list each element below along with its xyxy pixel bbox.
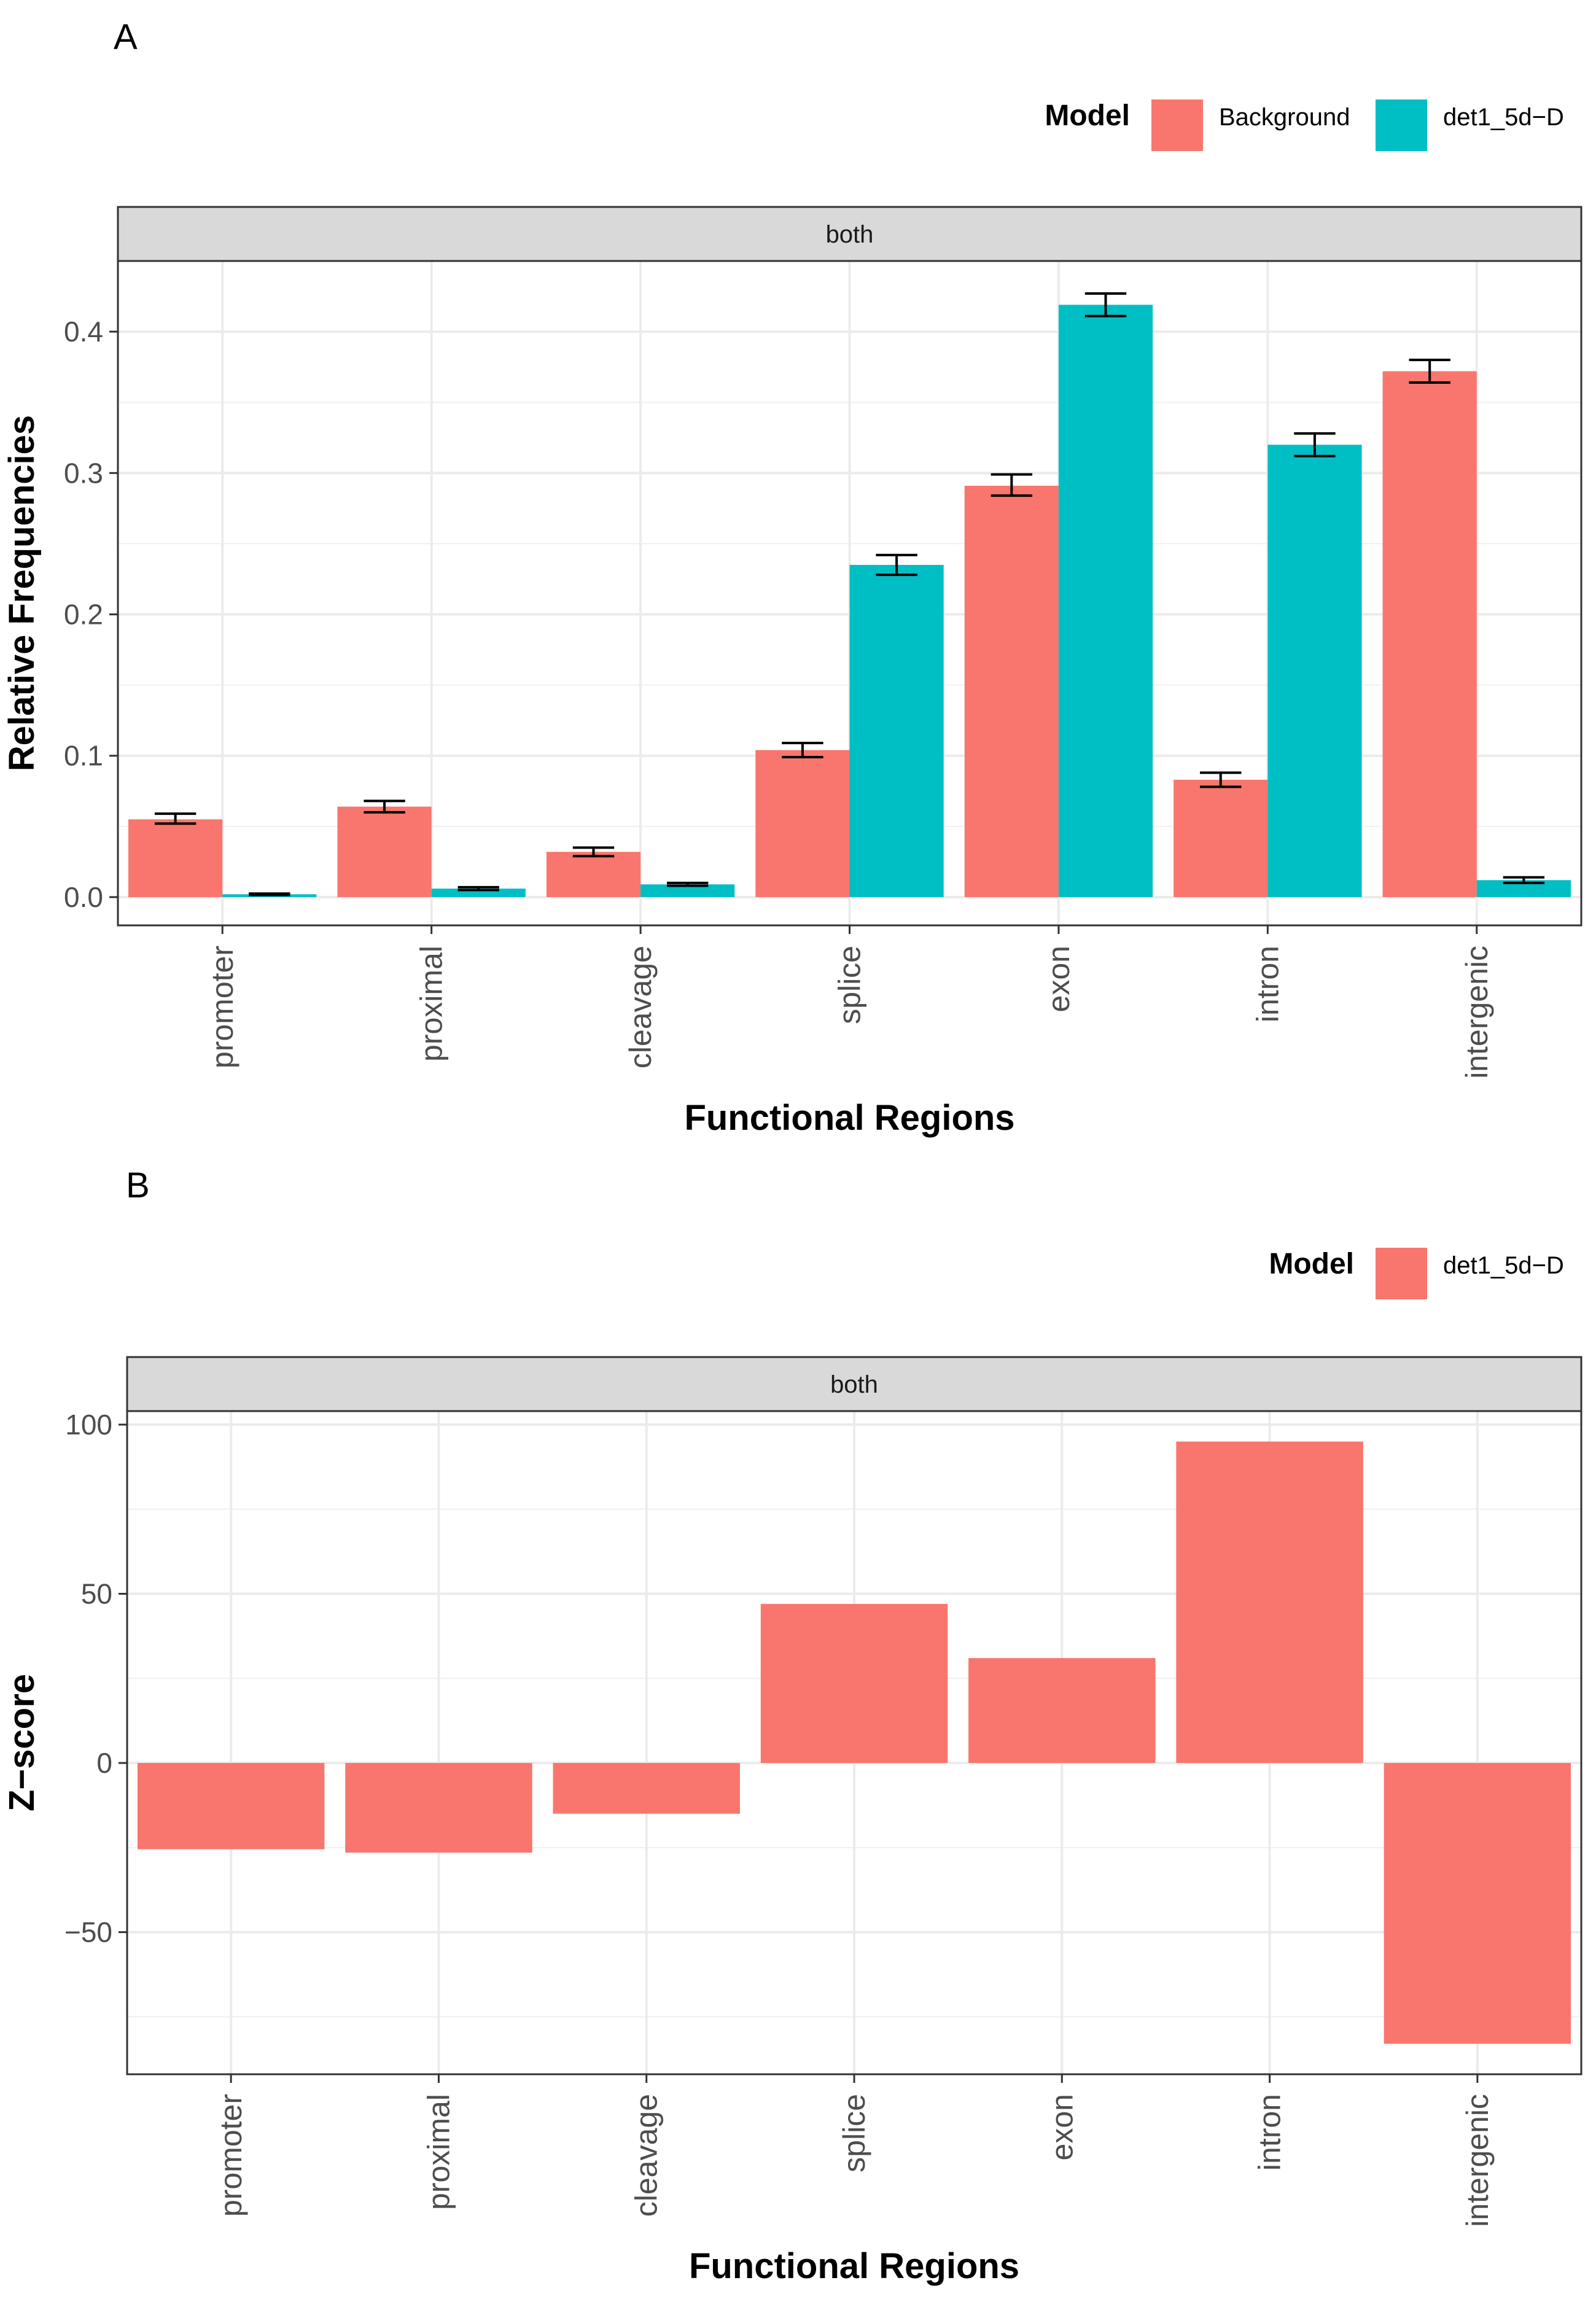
y-tick-label: 0 xyxy=(96,1747,112,1779)
x-axis-title: Functional Regions xyxy=(689,2246,1019,2286)
x-tick-label-promoter: promoter xyxy=(214,2094,248,2217)
y-axis-title: Z−score xyxy=(2,1674,42,1811)
bar-intergenic-0 xyxy=(1382,371,1477,897)
legend-title: Model xyxy=(1269,1248,1354,1280)
bar-exon-0 xyxy=(964,486,1059,897)
x-tick-label-cleavage: cleavage xyxy=(629,2094,664,2217)
bar-intron-0 xyxy=(1176,1441,1363,1764)
x-tick-label-intergenic: intergenic xyxy=(1460,2094,1495,2227)
bar-intron-1 xyxy=(1267,445,1362,897)
x-tick-label-promoter: promoter xyxy=(205,946,239,1068)
y-tick-label: 0.3 xyxy=(64,457,103,489)
bar-proximal-1 xyxy=(431,889,526,897)
y-tick-label: 50 xyxy=(81,1578,112,1610)
legend-key-0 xyxy=(1151,99,1203,151)
x-tick-label-proximal: proximal xyxy=(421,2094,456,2210)
bar-promoter-0 xyxy=(128,819,223,897)
x-tick-label-exon: exon xyxy=(1045,2094,1079,2160)
bar-cleavage-1 xyxy=(640,884,735,897)
x-tick-label-cleavage: cleavage xyxy=(623,946,658,1068)
legend-label-0: Background xyxy=(1219,104,1350,131)
bar-proximal-0 xyxy=(345,1763,532,1853)
bar-splice-0 xyxy=(755,750,850,897)
x-axis-title: Functional Regions xyxy=(684,1098,1014,1138)
y-tick-label: 0.0 xyxy=(64,881,103,913)
panel-label: A xyxy=(114,17,138,57)
x-tick-label-intron: intron xyxy=(1250,946,1285,1022)
x-tick-label-intergenic: intergenic xyxy=(1460,946,1494,1079)
y-tick-label: 100 xyxy=(65,1409,112,1441)
legend-label-0: det1_5d−D xyxy=(1443,1252,1564,1279)
y-tick-label: −50 xyxy=(64,1916,112,1948)
bar-promoter-0 xyxy=(137,1763,325,1850)
facet-label: both xyxy=(826,221,874,248)
facet-label: both xyxy=(830,1371,878,1398)
bar-exon-1 xyxy=(1058,305,1153,897)
legend-title: Model xyxy=(1045,99,1130,132)
y-axis-title: Relative Frequencies xyxy=(2,415,42,771)
legend-key-1 xyxy=(1376,99,1427,151)
x-tick-label-exon: exon xyxy=(1041,946,1076,1012)
x-tick-label-proximal: proximal xyxy=(415,946,449,1062)
panel-label: B xyxy=(126,1165,150,1205)
facet-strip xyxy=(117,206,1582,262)
legend-key-0 xyxy=(1376,1248,1427,1299)
bar-cleavage-0 xyxy=(546,852,641,897)
x-tick-label-intron: intron xyxy=(1253,2094,1287,2171)
legend-label-1: det1_5d−D xyxy=(1443,104,1564,131)
x-tick-label-splice: splice xyxy=(833,946,867,1024)
bar-intergenic-0 xyxy=(1384,1763,1571,2044)
bar-cleavage-0 xyxy=(553,1763,740,1814)
bar-proximal-0 xyxy=(337,806,432,897)
bar-exon-0 xyxy=(968,1658,1156,1764)
bar-intron-0 xyxy=(1174,779,1268,897)
facet-strip xyxy=(126,1356,1582,1412)
y-tick-label: 0.4 xyxy=(64,316,103,348)
y-tick-label: 0.2 xyxy=(64,599,103,631)
bar-splice-1 xyxy=(849,564,944,897)
x-tick-label-splice: splice xyxy=(837,2094,871,2173)
bar-splice-0 xyxy=(760,1604,948,1764)
y-tick-label: 0.1 xyxy=(64,740,103,772)
